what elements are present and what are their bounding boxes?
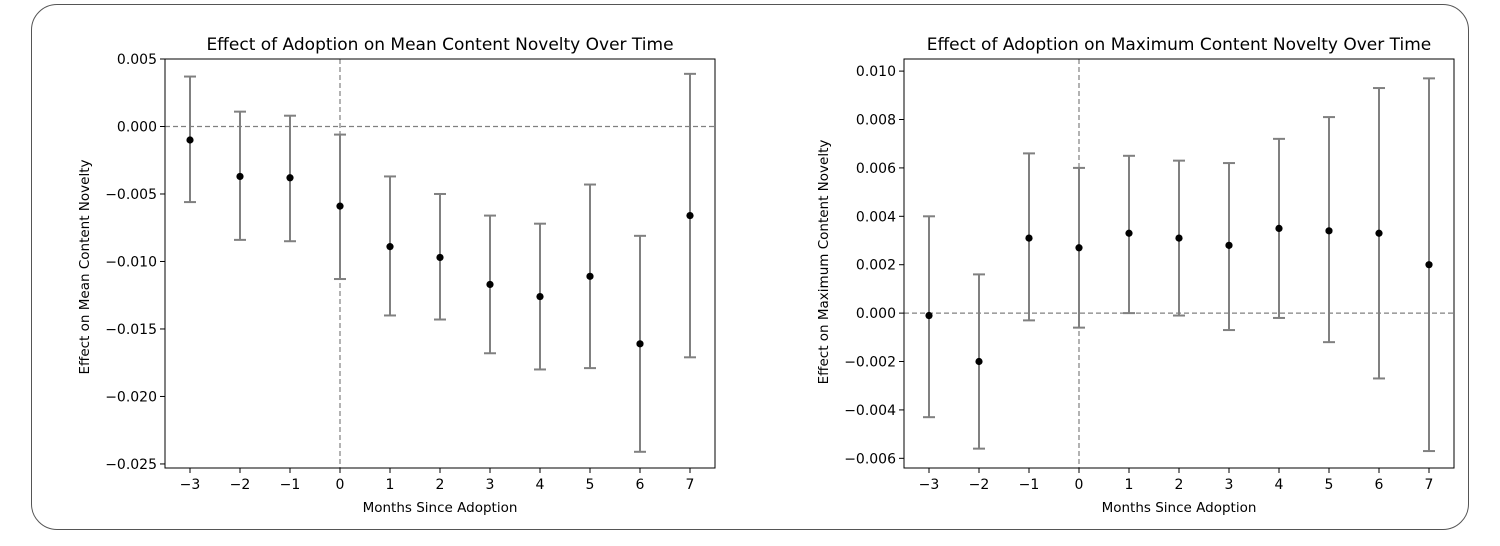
y-tick-label: 0.010 <box>856 64 896 80</box>
data-point <box>636 340 644 348</box>
y-tick-label: −0.010 <box>105 254 157 270</box>
chart-mean-novelty: Effect of Adoption on Mean Content Novel… <box>77 35 716 516</box>
x-tick-label: 0 <box>336 477 345 493</box>
y-tick-label: −0.006 <box>844 451 896 467</box>
data-point <box>1125 229 1133 237</box>
x-tick-label: −1 <box>280 477 301 493</box>
x-tick-label: −1 <box>1019 477 1040 493</box>
data-point <box>686 211 694 220</box>
data-point <box>436 253 444 262</box>
data-point <box>386 243 394 251</box>
y-tick-label: 0.006 <box>856 161 896 177</box>
y-tick-label: 0.004 <box>856 209 896 225</box>
x-tick-label: 2 <box>1175 477 1184 493</box>
x-tick-label: −2 <box>230 477 251 493</box>
data-point <box>186 136 194 144</box>
data-point <box>1175 234 1183 242</box>
y-tick-label: −0.005 <box>105 187 157 203</box>
x-tick-label: 1 <box>1125 477 1134 493</box>
x-tick-label: −3 <box>919 477 940 493</box>
x-tick-label: −2 <box>969 477 990 493</box>
data-point <box>1425 261 1433 269</box>
chart-title: Effect of Adoption on Maximum Content No… <box>927 35 1432 55</box>
data-point <box>486 280 494 289</box>
y-tick-label: −0.020 <box>105 389 157 405</box>
x-tick-label: 3 <box>486 477 495 493</box>
data-point <box>1075 244 1083 252</box>
x-tick-label: 7 <box>686 477 695 493</box>
y-tick-label: −0.002 <box>844 355 896 371</box>
x-tick-label: 2 <box>436 477 445 493</box>
x-tick-label: 7 <box>1425 477 1434 493</box>
x-tick-label: 6 <box>1375 477 1384 493</box>
data-point <box>1025 234 1033 242</box>
data-point <box>1375 229 1383 237</box>
data-point <box>336 202 344 210</box>
x-tick-label: 4 <box>1275 477 1284 493</box>
y-tick-label: 0.000 <box>117 119 157 135</box>
data-point <box>1275 224 1283 233</box>
y-axis-label: Effect on Maximum Content Novelty <box>816 140 832 385</box>
x-tick-label: 4 <box>536 477 545 493</box>
data-point <box>975 357 983 366</box>
y-axis-label: Effect on Mean Content Novelty <box>77 159 93 374</box>
y-tick-label: −0.015 <box>105 322 157 338</box>
chart-title: Effect of Adoption on Mean Content Novel… <box>206 35 673 55</box>
data-point <box>1225 241 1233 249</box>
x-tick-label: 3 <box>1225 477 1234 493</box>
x-tick-label: 1 <box>386 477 395 493</box>
y-tick-label: 0.008 <box>856 113 896 129</box>
data-point <box>536 292 544 301</box>
y-tick-label: −0.004 <box>844 403 896 419</box>
x-tick-label: −3 <box>180 477 201 493</box>
x-tick-label: 5 <box>586 477 595 493</box>
x-tick-label: 6 <box>636 477 645 493</box>
data-point <box>236 172 244 181</box>
x-axis-label: Months Since Adoption <box>363 500 518 516</box>
x-tick-label: 5 <box>1325 477 1334 493</box>
y-tick-label: −0.025 <box>105 457 157 473</box>
data-point <box>1325 227 1333 235</box>
data-point <box>586 272 594 280</box>
y-tick-label: 0.002 <box>856 258 896 274</box>
x-axis-label: Months Since Adoption <box>1102 500 1257 516</box>
chart-max-novelty: Effect of Adoption on Maximum Content No… <box>816 35 1455 516</box>
data-point <box>925 311 933 320</box>
x-tick-label: 0 <box>1075 477 1084 493</box>
y-tick-label: 0.005 <box>117 52 157 68</box>
y-tick-label: 0.000 <box>856 306 896 322</box>
data-point <box>286 174 294 182</box>
